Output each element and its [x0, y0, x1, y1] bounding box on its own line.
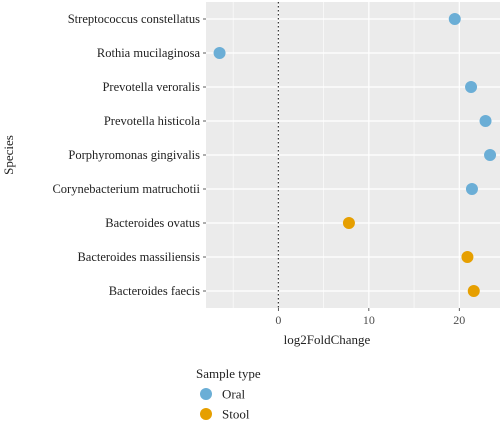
legend-label-stool: Stool	[222, 407, 250, 422]
point-rothia-mucilaginosa	[213, 47, 226, 59]
legend-label-oral: Oral	[222, 387, 245, 402]
point-streptococcus-constellatus	[448, 13, 461, 25]
category-label-streptococcus-constellatus: Streptococcus constellatus	[68, 12, 200, 26]
x-tick-label-10: 10	[363, 313, 375, 327]
data-points	[213, 13, 497, 297]
legend-title: Sample type	[196, 366, 261, 381]
point-prevotella-histicola	[479, 115, 492, 127]
point-porphyromonas-gingivalis	[484, 149, 497, 161]
x-tick-labels: 0 10 20	[275, 308, 465, 327]
point-prevotella-veroralis	[465, 81, 478, 93]
point-bacteroides-massiliensis	[461, 251, 474, 263]
category-label-prevotella-veroralis: Prevotella veroralis	[102, 80, 200, 94]
legend: Sample type Oral Stool	[196, 366, 261, 422]
category-label-bacteroides-massiliensis: Bacteroides massiliensis	[77, 250, 200, 264]
x-tick-label-0: 0	[275, 313, 281, 327]
category-label-rothia-mucilaginosa: Rothia mucilaginosa	[97, 46, 201, 60]
legend-swatch-oral	[200, 388, 212, 400]
category-label-porphyromonas-gingivalis: Porphyromonas gingivalis	[68, 148, 200, 162]
category-label-corynebacterium-matruchotii: Corynebacterium matruchotii	[52, 182, 200, 196]
point-bacteroides-ovatus	[342, 217, 355, 229]
x-axis-title: log2FoldChange	[284, 332, 371, 347]
legend-swatch-stool	[200, 408, 212, 420]
category-label-bacteroides-faecis: Bacteroides faecis	[109, 284, 200, 298]
point-bacteroides-faecis	[467, 285, 480, 297]
category-label-prevotella-histicola: Prevotella histicola	[104, 114, 201, 128]
y-axis-title: Species	[1, 135, 16, 175]
category-labels: Streptococcus constellatus Rothia mucilag…	[52, 12, 206, 298]
x-tick-label-20: 20	[453, 313, 465, 327]
category-label-bacteroides-ovatus: Bacteroides ovatus	[105, 216, 200, 230]
point-corynebacterium-matruchotii	[465, 183, 478, 195]
grid-lines	[206, 2, 500, 308]
